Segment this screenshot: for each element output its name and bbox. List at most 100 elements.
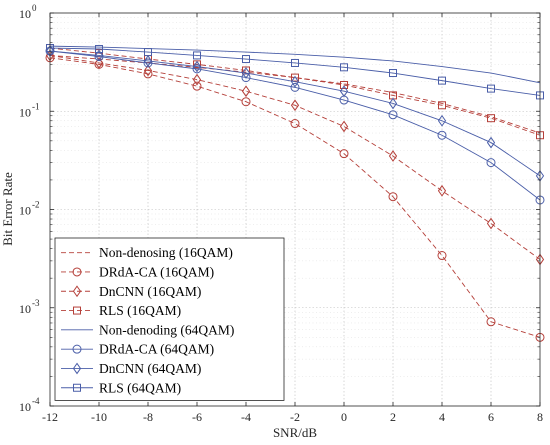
- legend-label: DRdA-CA (16QAM): [99, 264, 214, 279]
- legend-item: DRdA-CA (16QAM): [61, 264, 214, 279]
- x-tick-label: 2: [390, 410, 396, 424]
- legend-item: RLS (16QAM): [61, 303, 181, 318]
- series-line: [49, 57, 541, 338]
- legend-item: Non-denoding (64QAM): [61, 322, 234, 337]
- square-marker: [291, 73, 299, 82]
- legend-label: DnCNN (16QAM): [99, 284, 201, 299]
- circle-marker: [241, 73, 251, 83]
- circle-marker: [143, 58, 153, 68]
- circle-marker: [241, 97, 251, 107]
- series-layer: [45, 44, 545, 342]
- legend-item: Non-denosing (16QAM): [61, 245, 233, 260]
- diamond-marker: [72, 362, 82, 375]
- square-marker: [389, 69, 397, 78]
- circle-marker: [143, 69, 153, 79]
- x-tick-label: 6: [488, 410, 494, 424]
- y-tick-label: 10: [19, 7, 31, 21]
- diamond-marker: [94, 49, 104, 62]
- square-marker: [291, 58, 299, 67]
- series-0: [49, 54, 541, 134]
- legend-label: RLS (16QAM): [99, 303, 181, 318]
- circle-marker: [486, 317, 496, 327]
- series-1: [45, 53, 545, 342]
- x-tick-label: 0: [341, 410, 347, 424]
- diamond-marker: [339, 85, 349, 98]
- circle-marker: [290, 82, 300, 92]
- legend-item: DRdA-CA (64QAM): [61, 342, 214, 357]
- legend-label: DRdA-CA (64QAM): [99, 342, 214, 357]
- diamond-marker: [143, 55, 153, 67]
- y-tick-exponent: -4: [32, 396, 40, 406]
- series-line: [49, 45, 541, 84]
- diamond-marker: [290, 75, 300, 88]
- legend: Non-denosing (16QAM) DRdA-CA (16QAM) DnCNN…: [54, 237, 285, 401]
- diamond-marker: [241, 67, 251, 79]
- y-tick-exponent: -2: [32, 200, 40, 210]
- series-line: [49, 54, 541, 260]
- x-tick-label: -8: [143, 410, 153, 424]
- diamond-marker: [486, 217, 496, 230]
- diamond-marker: [72, 285, 82, 298]
- circle-marker: [437, 130, 447, 140]
- x-tick-label: -2: [290, 410, 300, 424]
- square-marker: [242, 55, 250, 64]
- series-line: [49, 47, 541, 96]
- grid: [50, 13, 540, 406]
- legend-item: RLS (64QAM): [61, 380, 181, 395]
- series-6: [45, 45, 545, 182]
- square-marker: [487, 114, 495, 123]
- y-axis-label: Bit Error Rate: [0, 172, 15, 246]
- x-axis-label: SNR/dB: [273, 425, 317, 440]
- circle-marker: [72, 344, 82, 354]
- series-4: [49, 45, 541, 84]
- square-marker: [340, 63, 348, 72]
- x-tick-label: -4: [241, 410, 251, 424]
- square-marker: [73, 306, 81, 315]
- diamond-marker: [437, 114, 447, 127]
- diamond-marker: [437, 184, 447, 197]
- legend-item: DnCNN (64QAM): [61, 361, 201, 376]
- square-marker: [487, 84, 495, 93]
- circle-marker: [437, 251, 447, 261]
- series-7: [46, 44, 544, 100]
- y-tick-exponent: -3: [32, 298, 40, 308]
- circle-marker: [290, 119, 300, 129]
- circle-marker: [388, 110, 398, 120]
- diamond-marker: [388, 97, 398, 110]
- diamond-marker: [192, 73, 202, 86]
- circle-marker: [72, 267, 82, 277]
- series-line: [49, 50, 541, 177]
- y-tick-label: 10: [19, 105, 31, 119]
- legend-box: [54, 237, 285, 401]
- diamond-marker: [486, 136, 496, 149]
- y-tick-exponent: 0: [32, 3, 37, 13]
- x-tick-label: -6: [192, 410, 202, 424]
- series-line: [49, 47, 541, 136]
- x-tick-label: -12: [42, 410, 58, 424]
- legend-label: Non-denoding (64QAM): [99, 322, 234, 337]
- series-line: [49, 54, 541, 134]
- legend-item: DnCNN (16QAM): [61, 284, 201, 299]
- x-tick-label: 8: [537, 410, 543, 424]
- square-marker: [340, 81, 348, 90]
- y-tick-label: 10: [19, 400, 31, 414]
- y-tick-label: 10: [19, 204, 31, 218]
- diamond-marker: [143, 64, 153, 77]
- diamond-marker: [339, 120, 349, 133]
- diamond-marker: [290, 99, 300, 112]
- square-marker: [438, 76, 446, 85]
- series-2: [45, 49, 545, 266]
- diamond-marker: [241, 85, 251, 98]
- legend-label: DnCNN (64QAM): [99, 361, 201, 376]
- square-marker: [73, 383, 81, 392]
- circle-marker: [192, 81, 202, 91]
- square-marker: [438, 101, 446, 110]
- legend-label: RLS (64QAM): [99, 380, 181, 395]
- diamond-marker: [94, 57, 104, 69]
- x-tick-label: 4: [439, 410, 445, 424]
- circle-marker: [339, 149, 349, 159]
- legend-label: Non-denosing (16QAM): [99, 245, 233, 260]
- diamond-marker: [192, 60, 202, 73]
- circle-marker: [192, 64, 202, 74]
